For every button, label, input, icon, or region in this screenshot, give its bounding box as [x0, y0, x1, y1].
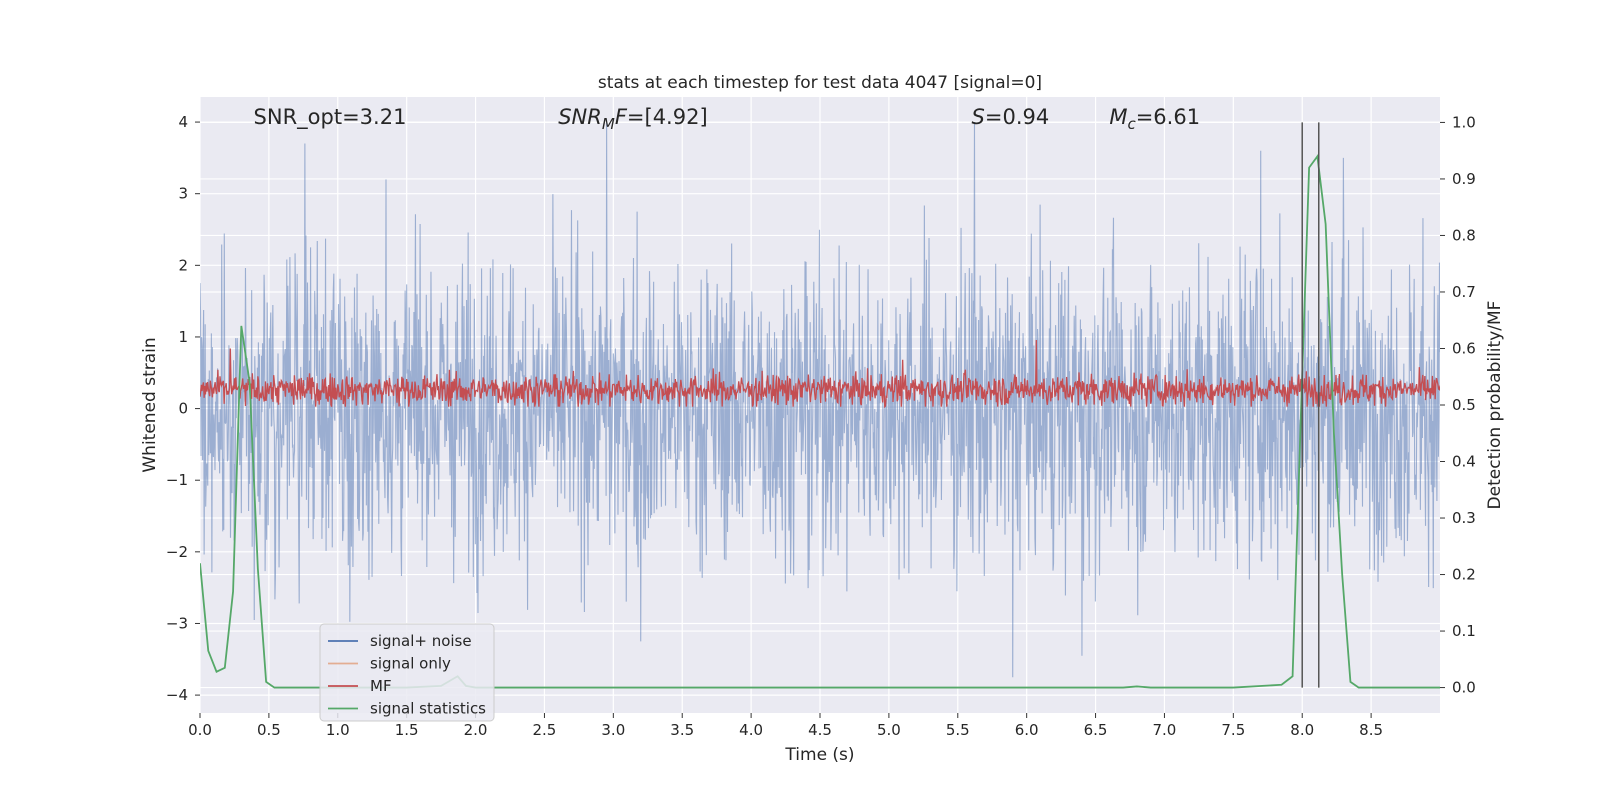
y2-tick-label: 0.3 [1452, 509, 1476, 527]
chart-title: stats at each timestep for test data 404… [598, 73, 1042, 93]
legend-frame [319, 623, 495, 722]
x-tick-label: 2.5 [533, 721, 557, 739]
y-tick-label: −3 [166, 614, 188, 632]
y2-tick-label: 1.0 [1452, 113, 1476, 131]
x-tick-label: 1.5 [395, 721, 419, 739]
vertical-markers [1301, 122, 1320, 688]
x-axis-label: Time (s) [784, 745, 854, 765]
annotation-3: Mc=6.61 [1109, 105, 1200, 133]
y2-tick-label: 0.9 [1452, 170, 1476, 188]
y-tick-label: 0 [178, 400, 188, 418]
legend-label-2: MF [370, 677, 392, 695]
y-axis-label: Whitened strain [140, 337, 160, 472]
annotation-1: SNRMF=[4.92] [558, 105, 707, 133]
series-mf-line [200, 340, 1440, 409]
y2-tick-label: 0.1 [1452, 622, 1476, 640]
legend: signal+ noise signal only MF signal statist… [319, 623, 495, 722]
annotation-2: S=0.94 [972, 105, 1050, 129]
x-tick-label: 5.0 [877, 721, 901, 739]
y-tick-label: 4 [178, 113, 188, 131]
x-tick-label: 7.0 [1153, 721, 1177, 739]
x-tick-label: 6.0 [1015, 721, 1039, 739]
x-tick-label: 5.5 [946, 721, 970, 739]
axes: 0.0 0.5 1.0 1.5 2.0 2.5 3.0 3.5 4.0 4.5 5.0 5.5 6.0 6… [166, 113, 1476, 739]
y-tick-label: 2 [178, 256, 188, 274]
y-tick-label: 1 [178, 328, 188, 346]
y2-axis-label: Detection probability/MF [1485, 301, 1505, 510]
x-tick-label: 7.5 [1221, 721, 1245, 739]
series-signal-statistics-line [200, 153, 1440, 689]
x-tick-label: 4.0 [739, 721, 763, 739]
y2-tick-label: 0.6 [1452, 339, 1476, 357]
y-tick-label: −4 [166, 686, 188, 704]
x-tick-label: 8.0 [1290, 721, 1314, 739]
y2-tick-label: 0.7 [1452, 283, 1476, 301]
y-tick-label: 3 [178, 185, 188, 203]
annotations: SNR_opt=3.21 SNRMF=[4.92] S=0.94 Mc=6.61 [254, 105, 1201, 133]
y2-tick-label: 0.4 [1452, 453, 1476, 471]
x-tick-label: 8.5 [1359, 721, 1383, 739]
x-tick-label: 1.0 [326, 721, 350, 739]
y2-tick-label: 0.8 [1452, 226, 1476, 244]
x-tick-label: 6.5 [1084, 721, 1108, 739]
y-tick-label: −1 [166, 471, 188, 489]
x-tick-label: 0.0 [188, 721, 212, 739]
y-tick-label: −2 [166, 543, 188, 561]
legend-label-0: signal+ noise [370, 632, 472, 650]
x-tick-label: 3.5 [670, 721, 694, 739]
y2-tick-label: 0.0 [1452, 679, 1476, 697]
y2-tick-label: 0.2 [1452, 566, 1476, 584]
y2-tick-label: 0.5 [1452, 396, 1476, 414]
x-tick-label: 2.0 [464, 721, 488, 739]
data-layer [200, 122, 1440, 689]
x-tick-label: 0.5 [257, 721, 281, 739]
legend-label-1: signal only [370, 655, 451, 673]
x-tick-label: 3.0 [601, 721, 625, 739]
annotation-0: SNR_opt=3.21 [254, 105, 407, 130]
x-tick-label: 4.5 [808, 721, 832, 739]
legend-label-3: signal statistics [370, 700, 486, 718]
series-signal-noise-line [200, 122, 1440, 678]
